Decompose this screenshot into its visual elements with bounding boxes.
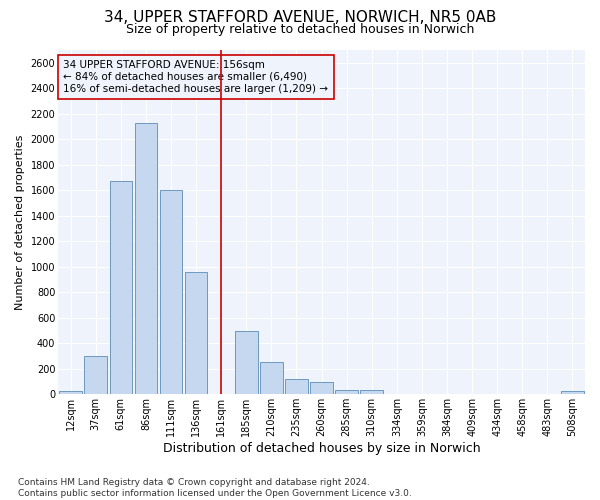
Bar (59, 392, 82, 394)
Bar (160, 190, 182, 394)
Bar (185, 272, 208, 394)
Bar (260, 362, 283, 394)
Text: Contains HM Land Registry data © Crown copyright and database right 2024.
Contai: Contains HM Land Registry data © Crown c… (18, 478, 412, 498)
Y-axis label: Number of detached properties: Number of detached properties (15, 134, 25, 310)
Bar (361, 390, 383, 394)
Bar (134, 122, 157, 394)
Bar (235, 330, 257, 394)
Text: 34, UPPER STAFFORD AVENUE, NORWICH, NR5 0AB: 34, UPPER STAFFORD AVENUE, NORWICH, NR5 … (104, 10, 496, 25)
Bar (285, 379, 308, 394)
Bar (310, 382, 333, 394)
Bar (85, 356, 107, 395)
Text: 34 UPPER STAFFORD AVENUE: 156sqm
← 84% of detached houses are smaller (6,490)
16: 34 UPPER STAFFORD AVENUE: 156sqm ← 84% o… (64, 60, 328, 94)
Text: Size of property relative to detached houses in Norwich: Size of property relative to detached ho… (126, 22, 474, 36)
X-axis label: Distribution of detached houses by size in Norwich: Distribution of detached houses by size … (163, 442, 481, 455)
Bar (561, 392, 584, 394)
Bar (335, 390, 358, 394)
Bar (110, 182, 132, 394)
